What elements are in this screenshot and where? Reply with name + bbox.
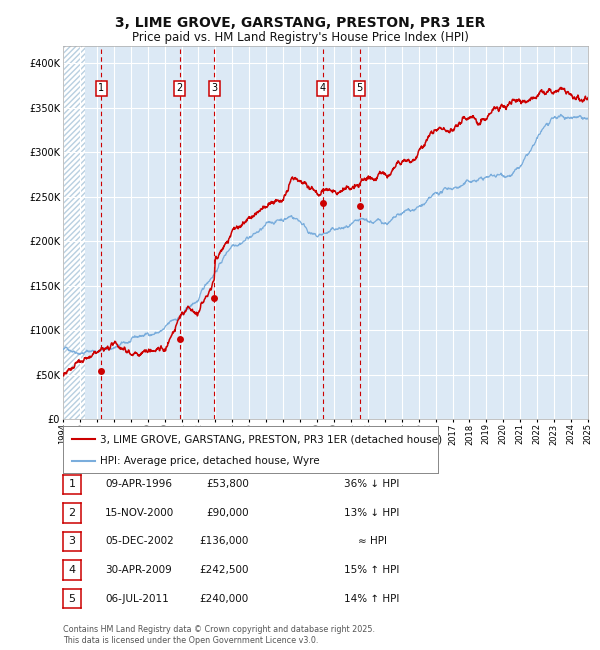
Text: 3: 3 — [68, 536, 76, 547]
Text: HPI: Average price, detached house, Wyre: HPI: Average price, detached house, Wyre — [101, 456, 320, 465]
Text: 5: 5 — [68, 593, 76, 604]
Text: 2: 2 — [68, 508, 76, 518]
Text: ≈ HPI: ≈ HPI — [358, 536, 386, 547]
Text: 15% ↑ HPI: 15% ↑ HPI — [344, 565, 400, 575]
Text: Contains HM Land Registry data © Crown copyright and database right 2025.
This d: Contains HM Land Registry data © Crown c… — [63, 625, 375, 645]
Text: £240,000: £240,000 — [200, 593, 249, 604]
Text: 14% ↑ HPI: 14% ↑ HPI — [344, 593, 400, 604]
Text: 15-NOV-2000: 15-NOV-2000 — [105, 508, 174, 518]
Text: 06-JUL-2011: 06-JUL-2011 — [105, 593, 169, 604]
Text: £90,000: £90,000 — [206, 508, 249, 518]
Text: 2: 2 — [176, 83, 182, 94]
Text: 4: 4 — [320, 83, 326, 94]
Text: 13% ↓ HPI: 13% ↓ HPI — [344, 508, 400, 518]
Text: 3, LIME GROVE, GARSTANG, PRESTON, PR3 1ER (detached house): 3, LIME GROVE, GARSTANG, PRESTON, PR3 1E… — [101, 434, 443, 444]
Text: 1: 1 — [68, 479, 76, 489]
Text: 05-DEC-2002: 05-DEC-2002 — [105, 536, 174, 547]
Text: £136,000: £136,000 — [200, 536, 249, 547]
Text: 3: 3 — [211, 83, 217, 94]
Text: 1: 1 — [98, 83, 104, 94]
Text: £53,800: £53,800 — [206, 479, 249, 489]
Text: 09-APR-1996: 09-APR-1996 — [105, 479, 172, 489]
Text: £242,500: £242,500 — [199, 565, 249, 575]
Text: 5: 5 — [356, 83, 362, 94]
Text: 3, LIME GROVE, GARSTANG, PRESTON, PR3 1ER: 3, LIME GROVE, GARSTANG, PRESTON, PR3 1E… — [115, 16, 485, 31]
Text: 4: 4 — [68, 565, 76, 575]
Text: 36% ↓ HPI: 36% ↓ HPI — [344, 479, 400, 489]
Text: 30-APR-2009: 30-APR-2009 — [105, 565, 172, 575]
Text: Price paid vs. HM Land Registry's House Price Index (HPI): Price paid vs. HM Land Registry's House … — [131, 31, 469, 44]
